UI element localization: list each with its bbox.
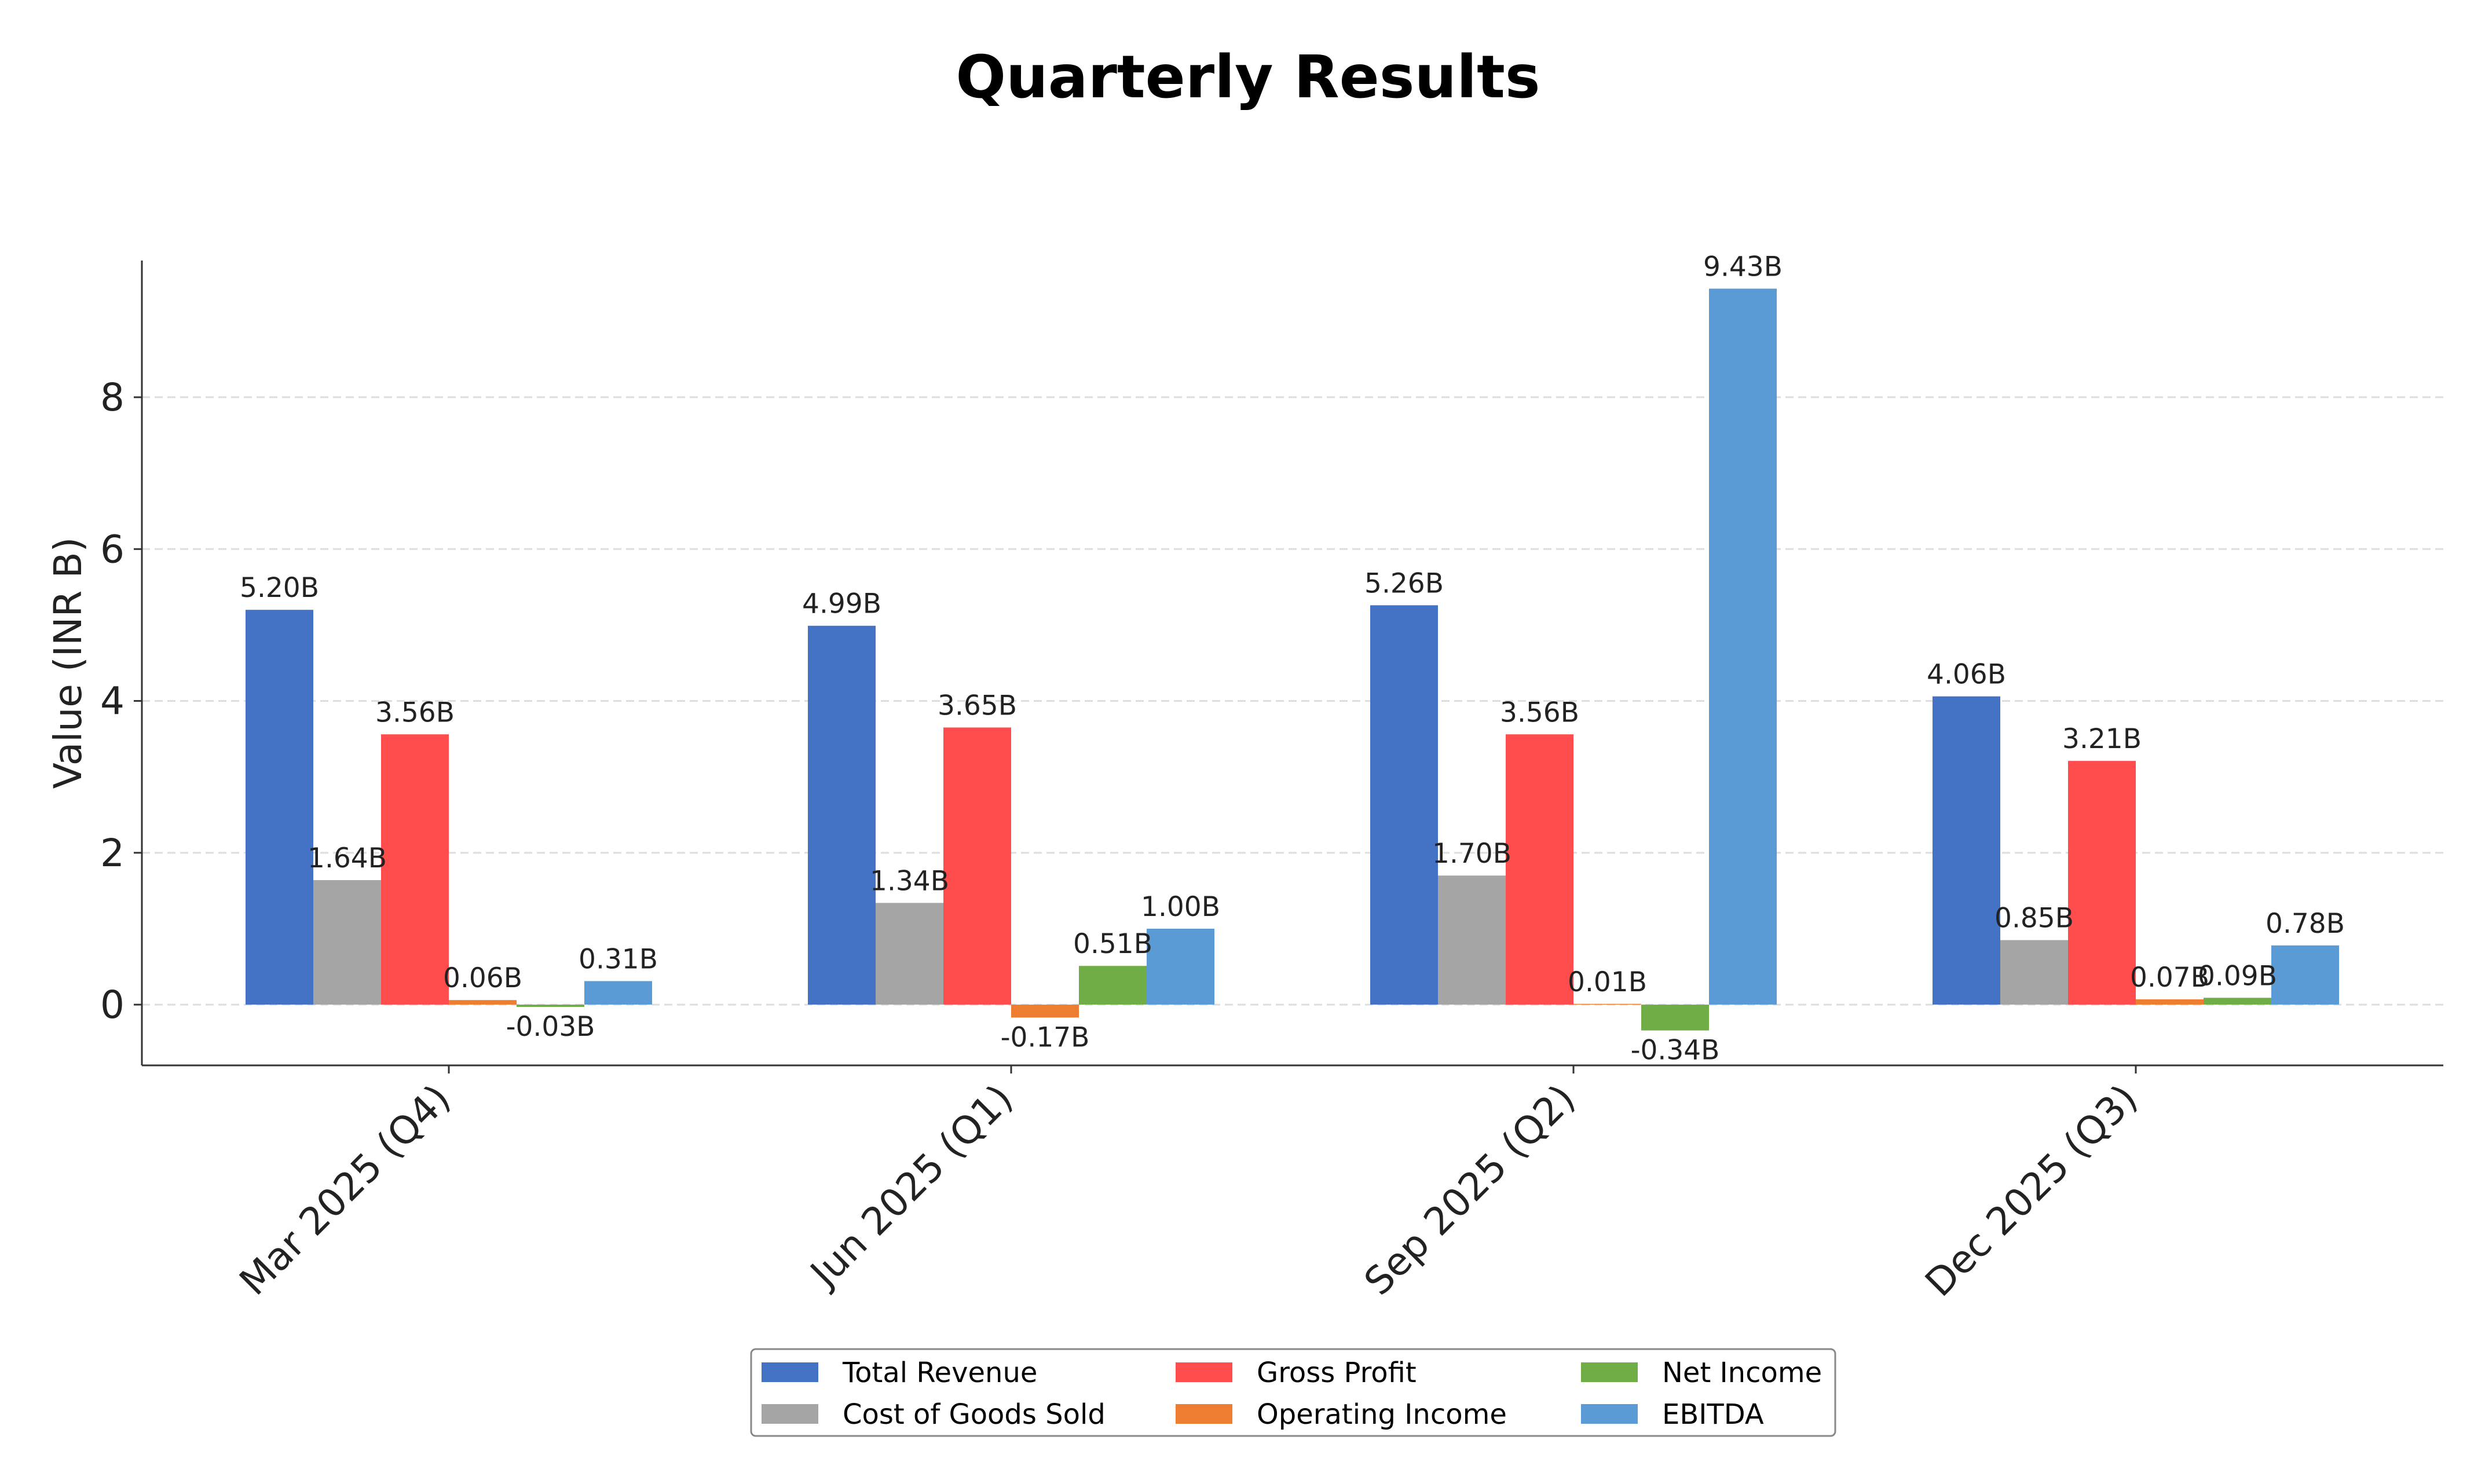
bar [1370, 605, 1438, 1005]
bar [1641, 1005, 1709, 1031]
x-tick-label: Sep 2025 (Q2) [1356, 1076, 1584, 1304]
legend-swatch [1176, 1362, 1232, 1382]
bar [943, 727, 1011, 1005]
data-label: 1.34B [870, 865, 949, 897]
y-axis-label: Value (INR B) [46, 537, 90, 789]
legend-swatch [762, 1404, 818, 1424]
bar [1709, 288, 1777, 1005]
bar [2000, 940, 2068, 1005]
legend-label: EBITDA [1662, 1398, 1764, 1431]
bar [381, 734, 449, 1005]
legend-box [750, 1348, 1836, 1437]
legend-swatch [1176, 1404, 1232, 1424]
bar [1147, 928, 1214, 1005]
data-label: -0.03B [506, 1011, 595, 1043]
y-tick-label: 2 [100, 831, 125, 875]
bar [517, 1005, 584, 1007]
data-label: 5.20B [240, 572, 319, 604]
bar [876, 903, 943, 1005]
bar [1011, 1005, 1079, 1018]
x-tick-label: Mar 2025 (Q4) [231, 1076, 459, 1304]
legend-label: Operating Income [1257, 1398, 1507, 1431]
bar [449, 1000, 517, 1005]
legend-swatch [1581, 1362, 1638, 1382]
data-label: 4.06B [1927, 659, 2006, 691]
data-label: 0.09B [2198, 960, 2277, 992]
y-tick-label: 6 [100, 527, 125, 571]
data-label: 3.56B [1500, 697, 1579, 728]
bar [246, 610, 313, 1005]
data-label: 9.43B [1703, 251, 1783, 283]
data-label: 5.26B [1364, 567, 1444, 599]
data-label: 4.99B [802, 588, 881, 620]
data-label: 0.85B [1994, 903, 2074, 935]
legend-label: Total Revenue [842, 1357, 1037, 1389]
legend-label: Net Income [1662, 1357, 1822, 1389]
y-tick-label: 0 [100, 983, 125, 1027]
bar [2068, 761, 2136, 1005]
legend-label: Gross Profit [1257, 1357, 1417, 1389]
data-label: 1.00B [1141, 891, 1220, 923]
data-label: 3.56B [375, 697, 455, 728]
y-tick-label: 8 [100, 375, 125, 420]
data-label: 3.65B [938, 690, 1017, 721]
data-label: 1.64B [308, 842, 387, 874]
legend-swatch [762, 1362, 818, 1382]
data-label: 0.51B [1073, 928, 1152, 960]
data-label: -0.17B [1001, 1021, 1090, 1053]
bar [1573, 1003, 1641, 1005]
data-label: 0.31B [579, 943, 658, 975]
data-label: 0.07B [2130, 962, 2209, 994]
legend-swatch [1581, 1404, 1638, 1424]
bar [313, 880, 381, 1005]
bar [2136, 999, 2204, 1005]
data-label: 1.70B [1432, 838, 1512, 870]
bar [1933, 696, 2000, 1005]
data-label: 3.21B [2062, 723, 2142, 755]
chart-title: Quarterly Results [956, 43, 1540, 112]
data-label: 0.01B [1568, 966, 1647, 998]
y-tick-label: 4 [100, 679, 125, 724]
data-label: 0.78B [2266, 908, 2345, 940]
legend-label: Cost of Goods Sold [843, 1398, 1106, 1431]
bar [1438, 875, 1506, 1005]
legend: Total Revenue Cost of Goods Sold Gross Pro… [750, 1348, 1836, 1437]
x-tick-label: Jun 2025 (Q1) [800, 1076, 1021, 1296]
bar [808, 625, 876, 1005]
bar [584, 981, 652, 1005]
bar [2204, 998, 2271, 1005]
bar [2271, 945, 2339, 1005]
data-label: -0.34B [1631, 1035, 1720, 1067]
x-tick-label: Dec 2025 (Q3) [1917, 1076, 2146, 1305]
data-label: 0.06B [443, 962, 522, 994]
bar [1079, 966, 1147, 1005]
bars [246, 288, 2339, 1031]
bar [1506, 734, 1573, 1005]
value-labels: 5.20B 4.99B 5.26B 4.06B 1.64B 1.34B 1.70B 0.85B… [240, 251, 2345, 1067]
